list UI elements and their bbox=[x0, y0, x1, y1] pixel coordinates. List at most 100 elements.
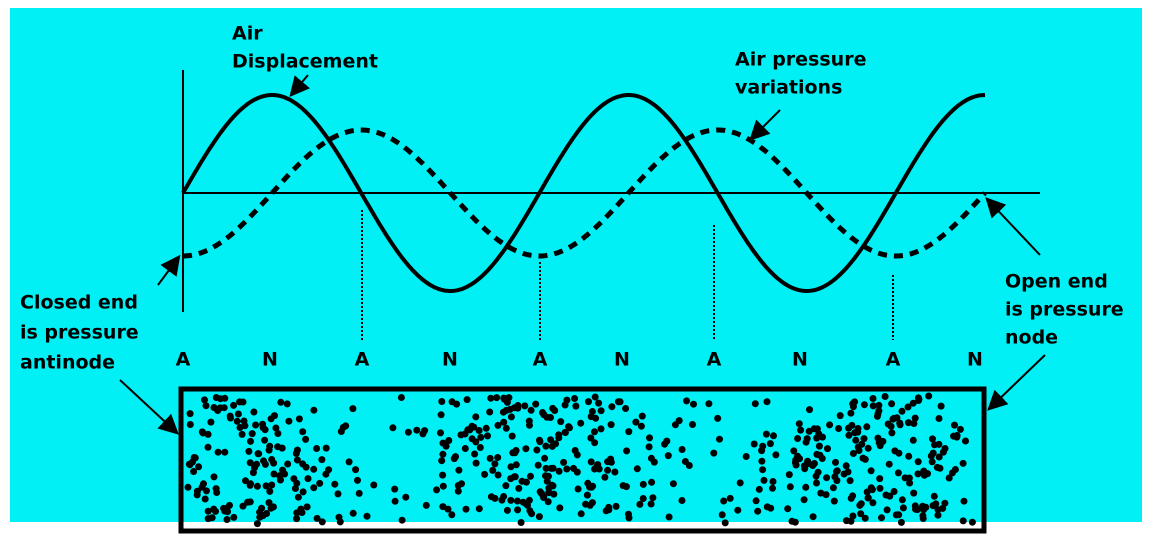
molecule bbox=[769, 478, 777, 485]
node-label: A bbox=[886, 349, 901, 371]
molecule bbox=[239, 398, 247, 406]
molecule bbox=[299, 488, 307, 496]
molecule bbox=[867, 467, 875, 475]
molecule bbox=[519, 498, 527, 506]
molecule bbox=[223, 516, 231, 523]
molecule bbox=[230, 401, 238, 409]
molecule bbox=[892, 511, 900, 519]
molecule bbox=[591, 465, 599, 473]
molecule bbox=[498, 496, 506, 504]
molecule bbox=[334, 490, 342, 498]
molecule bbox=[869, 395, 877, 402]
molecule bbox=[561, 401, 569, 409]
molecule bbox=[647, 500, 655, 508]
molecule bbox=[283, 400, 291, 408]
molecule bbox=[638, 412, 646, 420]
open-end-label: is pressure bbox=[1005, 299, 1124, 321]
molecule bbox=[914, 458, 922, 466]
molecule bbox=[439, 503, 447, 511]
molecule bbox=[502, 482, 510, 490]
molecule bbox=[910, 489, 918, 497]
molecule bbox=[882, 491, 890, 499]
molecule bbox=[270, 470, 278, 478]
molecule bbox=[455, 466, 463, 474]
closed-end-label: is pressure bbox=[20, 322, 139, 344]
molecule bbox=[583, 491, 591, 499]
molecule bbox=[929, 449, 937, 457]
molecule bbox=[293, 456, 301, 464]
molecule bbox=[601, 473, 609, 481]
molecule bbox=[221, 448, 229, 456]
molecule bbox=[439, 471, 447, 479]
molecule bbox=[349, 509, 357, 517]
molecule bbox=[571, 447, 579, 454]
molecule bbox=[471, 450, 479, 458]
molecule bbox=[806, 406, 813, 414]
molecule bbox=[437, 411, 445, 419]
molecule bbox=[649, 494, 657, 502]
molecule bbox=[542, 472, 549, 480]
molecule bbox=[861, 455, 869, 463]
molecule bbox=[809, 513, 817, 521]
molecule bbox=[200, 480, 207, 488]
molecule bbox=[726, 494, 734, 502]
molecule bbox=[864, 494, 872, 502]
molecule bbox=[934, 511, 942, 519]
molecule bbox=[453, 400, 461, 408]
molecule bbox=[953, 433, 961, 441]
molecule bbox=[533, 446, 541, 454]
molecule bbox=[277, 398, 285, 406]
node-label: N bbox=[614, 349, 630, 371]
molecule bbox=[536, 488, 544, 496]
molecule bbox=[527, 406, 535, 414]
molecule bbox=[833, 477, 841, 485]
molecule bbox=[939, 504, 947, 512]
molecule bbox=[214, 448, 222, 456]
molecule bbox=[551, 407, 559, 414]
arrow bbox=[157, 254, 181, 286]
molecule bbox=[876, 484, 884, 492]
molecule bbox=[742, 453, 750, 460]
molecule bbox=[439, 450, 447, 458]
molecule bbox=[507, 413, 515, 421]
molecule bbox=[472, 413, 480, 421]
molecule bbox=[404, 428, 412, 436]
molecule bbox=[475, 427, 483, 434]
molecule bbox=[763, 398, 771, 406]
molecule bbox=[293, 446, 301, 454]
molecule bbox=[545, 489, 553, 497]
molecule bbox=[895, 449, 903, 457]
molecule bbox=[450, 455, 458, 463]
molecule bbox=[814, 468, 822, 476]
molecule bbox=[484, 432, 491, 440]
molecule bbox=[193, 487, 201, 495]
molecule bbox=[790, 447, 798, 455]
molecule bbox=[896, 419, 904, 427]
molecule bbox=[857, 510, 865, 518]
molecule bbox=[322, 444, 330, 452]
molecule bbox=[794, 435, 802, 442]
molecule bbox=[285, 417, 293, 425]
molecule bbox=[389, 424, 397, 432]
molecule bbox=[867, 484, 875, 492]
molecule bbox=[932, 500, 940, 508]
molecule bbox=[354, 476, 361, 484]
molecule bbox=[248, 430, 256, 438]
molecule bbox=[925, 392, 933, 400]
molecule bbox=[342, 422, 350, 430]
molecule bbox=[587, 434, 595, 442]
molecule bbox=[277, 476, 284, 484]
molecule bbox=[304, 475, 312, 483]
molecule bbox=[597, 407, 605, 415]
molecule bbox=[632, 418, 640, 426]
molecule bbox=[503, 506, 511, 514]
molecule bbox=[829, 484, 837, 492]
molecule bbox=[585, 398, 592, 406]
molecule bbox=[846, 477, 854, 485]
molecule bbox=[201, 396, 208, 404]
molecule bbox=[527, 472, 534, 480]
molecule bbox=[233, 417, 241, 425]
molecule bbox=[705, 400, 713, 408]
molecule bbox=[784, 505, 792, 513]
